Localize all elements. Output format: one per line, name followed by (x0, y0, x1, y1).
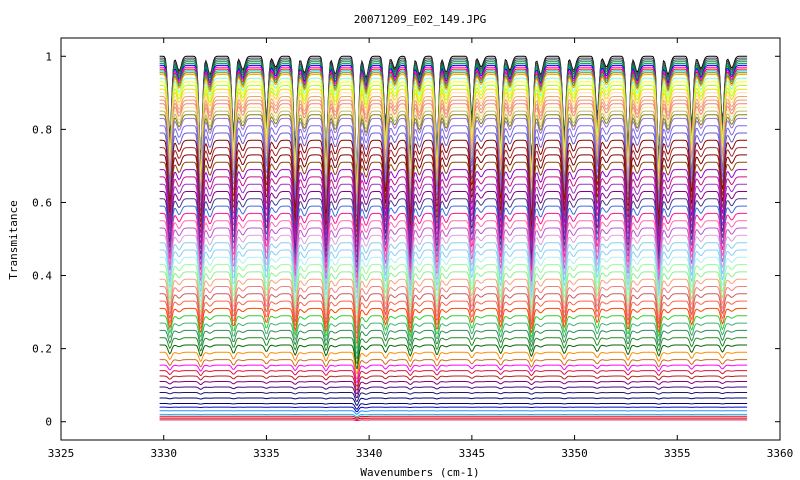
spectrum-series-line (159, 386, 748, 399)
y-tick-label: 0 (45, 416, 52, 429)
spectrum-series-line (159, 359, 748, 380)
spectrum-series-line (159, 375, 748, 391)
spectrum-series-line (159, 315, 748, 349)
spectrum-series-line (159, 364, 748, 384)
spectrum-series-line (159, 88, 748, 193)
spectrum-series-line (159, 413, 748, 418)
spectrum-series-line (159, 406, 748, 413)
x-tick-label: 3325 (48, 447, 75, 460)
x-axis-label: Wavenumbers (cm-1) (360, 466, 479, 479)
spectrum-series-line (159, 66, 748, 178)
x-tick-label: 3345 (459, 447, 486, 460)
spectrum-series-line (159, 410, 748, 415)
spectrum-series-line (159, 351, 748, 375)
spectrum-series-line (159, 300, 748, 339)
spectrum-series-line (159, 117, 748, 213)
spectrum-series-line (159, 370, 748, 387)
x-tick-label: 3360 (767, 447, 794, 460)
spectrum-series-line (159, 264, 748, 314)
spectrum-series-line (159, 92, 748, 196)
spectrum-series-line (159, 161, 748, 244)
spectrum-series-line (159, 132, 748, 224)
spectrum-series-line (159, 125, 748, 218)
x-tick-label: 3340 (356, 447, 383, 460)
spectrum-series-line (159, 205, 748, 274)
x-tick-label: 3335 (253, 447, 280, 460)
plot-frame (60, 37, 781, 441)
spectrum-series-line (159, 61, 748, 175)
spectrum-series-line (159, 278, 748, 324)
spectrum-series-line (159, 381, 748, 395)
spectrum-series-line (159, 417, 748, 420)
spectrum-series-line (159, 391, 748, 402)
spectrum-series-line (159, 106, 748, 206)
spectrum-series-line (159, 397, 748, 406)
spectrum-series-line (159, 344, 748, 370)
spectrum-series-line (159, 403, 748, 410)
spectrum-series-line (159, 293, 748, 334)
spectrum-series-line (159, 84, 748, 191)
spectrum-series-line (159, 57, 748, 172)
y-tick-label: 0.2 (32, 343, 52, 356)
spectrum-series-line (159, 183, 748, 259)
spectrum-series-line (159, 256, 748, 309)
spectrum-series-line (159, 139, 748, 229)
spectrum-series-line (159, 198, 748, 269)
spectrum-series-line (159, 322, 748, 355)
chart-title: 20071209_E02_149.JPG (354, 13, 486, 26)
spectrum-series-line (159, 337, 748, 365)
x-tick-label: 3330 (150, 447, 177, 460)
spectrum-series-line (159, 234, 748, 294)
spectrum-series-line (159, 147, 748, 234)
spectrum-series-line (159, 55, 748, 169)
spectrum-series-line (159, 96, 748, 198)
spectrum-series-line (159, 286, 748, 329)
y-axis-label: Transmitance (7, 200, 20, 279)
spectrum-series-line (159, 249, 748, 304)
spectrum-series-line (159, 176, 748, 254)
y-tick-label: 0.4 (32, 270, 52, 283)
y-tick-label: 1 (45, 50, 52, 63)
x-tick-label: 3355 (664, 447, 691, 460)
x-axis-ticks: 3325 3330 3335 3340 3345 3350 3355 3360 (48, 38, 794, 460)
spectrum-series-line (159, 99, 748, 201)
spectrum-series-line (159, 103, 748, 203)
spectrum-series-line (159, 64, 748, 177)
spectrum-series-line (159, 329, 748, 360)
spectrum-series-line (159, 227, 748, 289)
spectrum-series-line (159, 72, 748, 182)
spectrum-series-line (159, 307, 748, 345)
spectrum-series-line (159, 169, 748, 249)
y-tick-label: 0.8 (32, 123, 52, 136)
spectrum-series-line (159, 154, 748, 239)
spectrum-series-line (159, 212, 748, 279)
spectrum-series-line (159, 191, 748, 264)
spectrum-series-line (159, 419, 748, 422)
spectrum-series-line (159, 63, 748, 176)
series-layer (159, 55, 748, 422)
spectrum-series-line (159, 110, 748, 208)
spectrum-series-line (159, 68, 748, 179)
y-tick-label: 0.6 (32, 196, 52, 209)
x-tick-label: 3350 (561, 447, 588, 460)
spectrum-series-line (159, 220, 748, 284)
spectrum-series-line (159, 114, 748, 211)
spectrum-series-line (159, 70, 748, 181)
spectrum-series-line (159, 73, 748, 183)
spectrum-series-line (159, 77, 748, 186)
y-axis-ticks: 0 0.2 0.4 0.6 0.8 1 (32, 50, 780, 429)
spectrum-series-line (159, 242, 748, 299)
spectrum-series-line (159, 81, 748, 188)
spectrum-series-line (159, 271, 748, 319)
spectrum-series-line (159, 59, 748, 173)
spectrum-series-line (159, 415, 748, 419)
